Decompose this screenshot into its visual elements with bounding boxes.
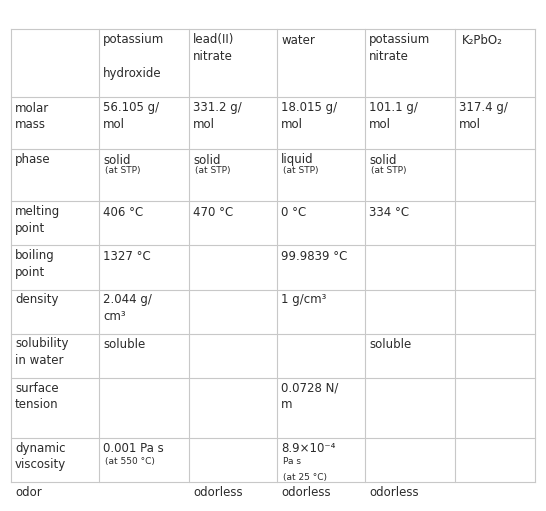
Text: odorless: odorless	[193, 485, 242, 499]
Text: water: water	[281, 34, 315, 47]
Text: odorless: odorless	[281, 485, 331, 499]
Text: (at 550 °C): (at 550 °C)	[105, 457, 155, 467]
Text: odor: odor	[15, 485, 41, 499]
Text: liquid: liquid	[281, 153, 313, 167]
Text: 1 g/cm³: 1 g/cm³	[281, 293, 327, 307]
Text: density: density	[15, 293, 58, 307]
Text: 0 °C: 0 °C	[281, 205, 306, 219]
Text: surface
tension: surface tension	[15, 382, 58, 411]
Text: dynamic
viscosity: dynamic viscosity	[15, 442, 66, 471]
Text: Pa s: Pa s	[283, 457, 301, 467]
Text: boiling
point: boiling point	[15, 249, 55, 279]
Text: (at STP): (at STP)	[283, 167, 318, 175]
Text: 1327 °C: 1327 °C	[103, 249, 151, 263]
Text: solid: solid	[103, 153, 130, 167]
Text: (at STP): (at STP)	[105, 167, 140, 175]
Text: 0.001 Pa s: 0.001 Pa s	[103, 442, 164, 454]
Text: K₂PbO₂: K₂PbO₂	[462, 34, 503, 47]
Text: solid: solid	[193, 153, 221, 167]
Text: 317.4 g/
mol: 317.4 g/ mol	[459, 102, 508, 131]
Text: soluble: soluble	[103, 337, 145, 351]
Text: (at STP): (at STP)	[371, 167, 407, 175]
Text: (at STP): (at STP)	[195, 167, 230, 175]
Text: potassium
nitrate: potassium nitrate	[369, 34, 430, 63]
Text: (at 25 °C): (at 25 °C)	[283, 473, 327, 482]
Text: odorless: odorless	[369, 485, 419, 499]
Text: solubility
in water: solubility in water	[15, 337, 68, 367]
Text: 8.9×10⁻⁴: 8.9×10⁻⁴	[281, 442, 335, 454]
Text: soluble: soluble	[369, 337, 411, 351]
Text: 470 °C: 470 °C	[193, 205, 233, 219]
Text: 331.2 g/
mol: 331.2 g/ mol	[193, 102, 242, 131]
Text: potassium
 
hydroxide: potassium hydroxide	[103, 34, 164, 80]
Text: phase: phase	[15, 153, 51, 167]
Text: 2.044 g/
cm³: 2.044 g/ cm³	[103, 293, 152, 323]
Text: 56.105 g/
mol: 56.105 g/ mol	[103, 102, 159, 131]
Text: solid: solid	[369, 153, 396, 167]
Text: 334 °C: 334 °C	[369, 205, 409, 219]
Text: molar
mass: molar mass	[15, 102, 49, 131]
Text: 406 °C: 406 °C	[103, 205, 143, 219]
Text: 18.015 g/
mol: 18.015 g/ mol	[281, 102, 337, 131]
Text: lead(II)
nitrate: lead(II) nitrate	[193, 34, 234, 63]
Text: 99.9839 °C: 99.9839 °C	[281, 249, 347, 263]
Text: 0.0728 N/
m: 0.0728 N/ m	[281, 382, 339, 411]
Text: melting
point: melting point	[15, 205, 60, 235]
Text: 101.1 g/
mol: 101.1 g/ mol	[369, 102, 418, 131]
